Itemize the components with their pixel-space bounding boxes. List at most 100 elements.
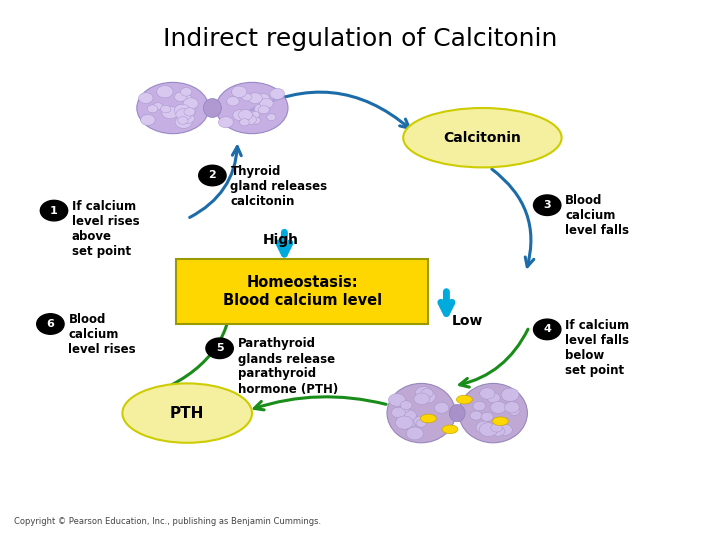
Circle shape — [178, 117, 188, 124]
Circle shape — [476, 421, 493, 434]
Circle shape — [140, 114, 155, 125]
Circle shape — [400, 404, 410, 413]
Circle shape — [251, 111, 260, 118]
Circle shape — [419, 390, 436, 403]
Circle shape — [162, 106, 179, 119]
Circle shape — [487, 393, 500, 403]
Circle shape — [161, 105, 171, 113]
Circle shape — [233, 110, 247, 120]
Circle shape — [181, 114, 194, 123]
Circle shape — [181, 87, 192, 96]
Circle shape — [480, 423, 498, 436]
Text: Low: Low — [452, 314, 484, 328]
Ellipse shape — [456, 395, 472, 404]
Circle shape — [505, 402, 520, 413]
Text: Blood
calcium
level rises: Blood calcium level rises — [68, 313, 136, 356]
Circle shape — [470, 411, 482, 420]
Ellipse shape — [203, 98, 222, 118]
Circle shape — [157, 86, 173, 98]
Text: Blood
calcium
level falls: Blood calcium level falls — [565, 194, 629, 238]
Ellipse shape — [442, 425, 458, 434]
Ellipse shape — [122, 383, 252, 443]
Circle shape — [227, 97, 239, 106]
Circle shape — [153, 103, 163, 110]
Circle shape — [184, 107, 195, 116]
Circle shape — [415, 387, 432, 399]
Circle shape — [267, 114, 276, 120]
Text: 5: 5 — [216, 343, 223, 353]
Circle shape — [406, 427, 423, 440]
Circle shape — [395, 416, 413, 429]
Circle shape — [416, 420, 426, 427]
Circle shape — [473, 401, 485, 411]
Circle shape — [251, 117, 261, 124]
Circle shape — [183, 98, 198, 109]
Circle shape — [501, 388, 519, 402]
Ellipse shape — [449, 404, 465, 422]
Circle shape — [248, 93, 262, 104]
Circle shape — [148, 105, 158, 113]
Text: If calcium
level rises
above
set point: If calcium level rises above set point — [72, 200, 140, 258]
Circle shape — [389, 394, 405, 406]
Circle shape — [400, 401, 412, 410]
Circle shape — [218, 117, 233, 128]
Circle shape — [139, 93, 153, 104]
Circle shape — [498, 424, 513, 435]
Circle shape — [491, 426, 505, 436]
Circle shape — [238, 110, 253, 120]
Circle shape — [491, 423, 503, 432]
Text: 3: 3 — [544, 200, 551, 210]
Text: 4: 4 — [544, 325, 551, 334]
Circle shape — [258, 106, 269, 114]
Ellipse shape — [387, 383, 456, 443]
Circle shape — [180, 104, 196, 116]
Ellipse shape — [137, 82, 209, 133]
Circle shape — [176, 109, 192, 120]
Ellipse shape — [459, 383, 528, 443]
Circle shape — [206, 338, 233, 359]
Circle shape — [508, 407, 520, 415]
Circle shape — [421, 389, 433, 397]
Circle shape — [199, 165, 226, 186]
Circle shape — [182, 94, 192, 102]
Circle shape — [37, 314, 64, 334]
Circle shape — [257, 93, 269, 103]
Circle shape — [174, 92, 187, 102]
Circle shape — [270, 89, 284, 99]
Circle shape — [413, 416, 426, 426]
Text: If calcium
level falls
below
set point: If calcium level falls below set point — [565, 319, 629, 376]
Circle shape — [434, 402, 449, 413]
Text: 2: 2 — [209, 171, 216, 180]
Circle shape — [480, 388, 495, 399]
Ellipse shape — [420, 414, 436, 423]
Circle shape — [392, 407, 405, 418]
Circle shape — [240, 119, 249, 126]
Text: 6: 6 — [47, 319, 54, 329]
Text: PTH: PTH — [170, 406, 204, 421]
Text: High: High — [263, 233, 299, 247]
Ellipse shape — [403, 108, 562, 167]
FancyBboxPatch shape — [176, 259, 428, 324]
Circle shape — [232, 86, 247, 98]
Circle shape — [174, 104, 190, 116]
Circle shape — [402, 410, 416, 421]
Circle shape — [399, 415, 417, 428]
Circle shape — [243, 113, 255, 123]
Text: Thyroid
gland releases
calcitonin: Thyroid gland releases calcitonin — [230, 165, 328, 208]
Circle shape — [242, 93, 252, 101]
Text: 1: 1 — [50, 206, 58, 215]
Circle shape — [40, 200, 68, 221]
Circle shape — [534, 319, 561, 340]
Circle shape — [260, 98, 273, 109]
Circle shape — [254, 104, 268, 114]
Text: Copyright © Pearson Education, Inc., publishing as Benjamin Cummings.: Copyright © Pearson Education, Inc., pub… — [14, 517, 322, 526]
Circle shape — [414, 393, 430, 404]
Text: Indirect regulation of Calcitonin: Indirect regulation of Calcitonin — [163, 27, 557, 51]
Circle shape — [490, 401, 506, 414]
Ellipse shape — [492, 417, 508, 426]
Circle shape — [534, 195, 561, 215]
Text: Homeostasis:
Blood calcium level: Homeostasis: Blood calcium level — [222, 275, 382, 308]
Text: Parathyroid
glands release
parathyroid
hormone (PTH): Parathyroid glands release parathyroid h… — [238, 338, 338, 395]
Circle shape — [506, 402, 517, 410]
Circle shape — [481, 412, 493, 421]
